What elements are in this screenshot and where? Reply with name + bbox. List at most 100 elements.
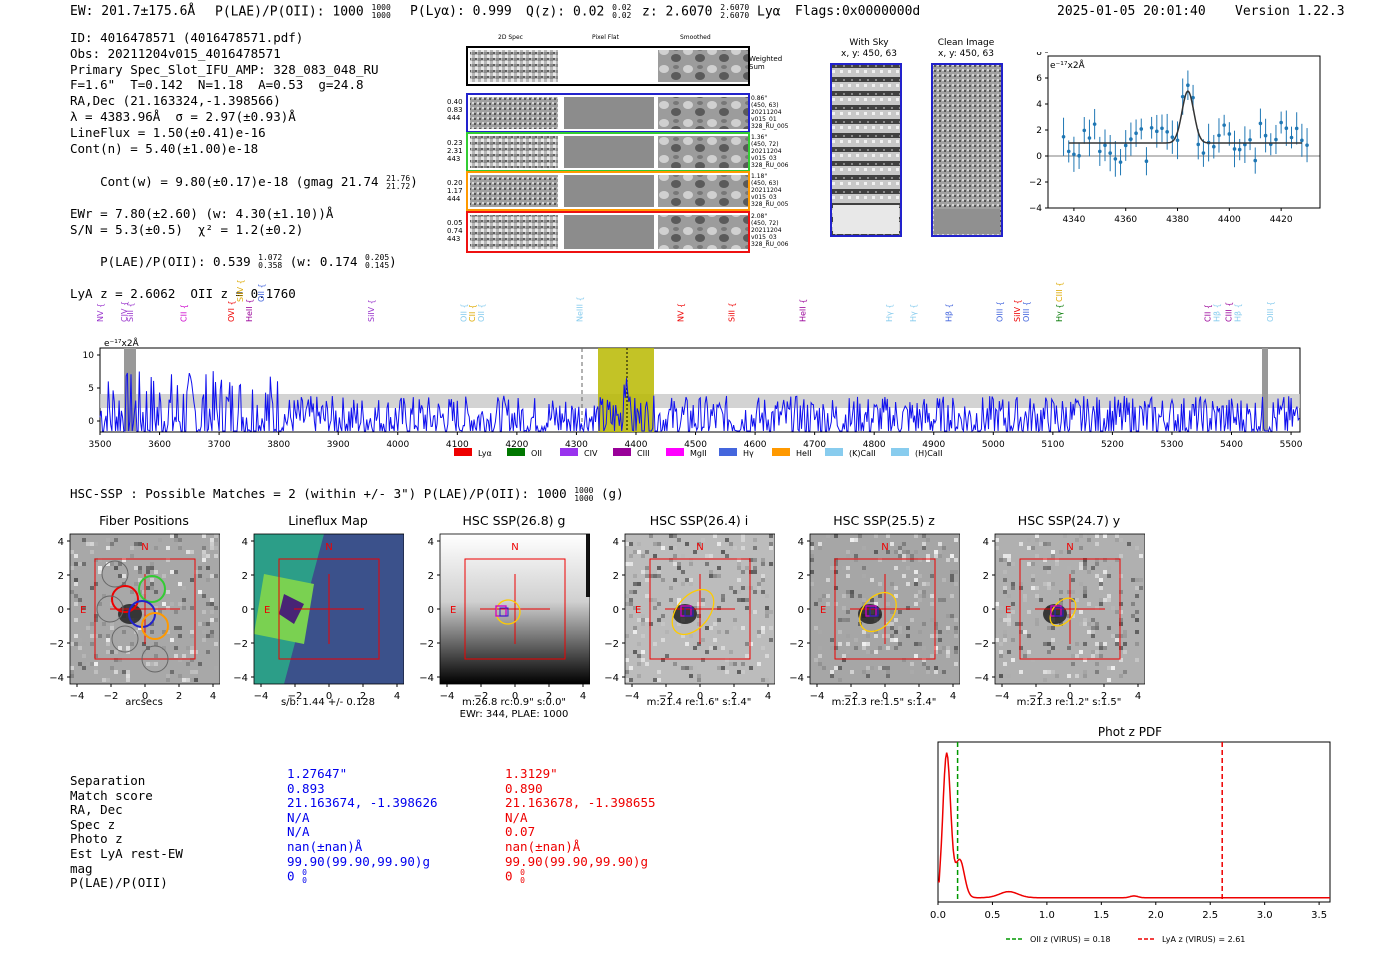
cutout-row-3 xyxy=(466,171,750,211)
spectrum-xtick-label: 3900 xyxy=(327,440,350,450)
hsc-ytick-label: −4 xyxy=(49,673,64,684)
spectrum-xtick-label: 4300 xyxy=(565,440,588,450)
match-labels: Separation Match score RA, Dec Spec z Ph… xyxy=(70,773,183,891)
upper-line-labels: SiIV {OII {CIII { xyxy=(236,279,1064,302)
hsc-xtick-label: −2 xyxy=(288,691,303,700)
hsc-ytick-label: −2 xyxy=(604,639,619,650)
hsc-panel-caption: s/b: 1.44 +/- 0.128 xyxy=(280,697,376,708)
hsc-xtick-label: 4 xyxy=(394,691,400,700)
compass-north: N xyxy=(141,542,148,553)
line-label: NeIII { xyxy=(575,296,584,322)
hsc-panel-image: N E 4 2 0 −2 −4 −4 −2 0 2 4 xyxy=(789,533,960,700)
hsc-panel-caption: m:21.3 re:1.2" s:1.5" xyxy=(1016,697,1122,708)
hsc-xtick-label: 0 xyxy=(142,691,148,700)
hsc-panel-title: Fiber Positions xyxy=(99,513,189,528)
col-pixelflat: Pixel Flat xyxy=(592,34,619,41)
photz-legend: OII z (VIRUS) = 0.18 LyA z (VIRUS) = 2.6… xyxy=(1006,935,1245,944)
full-spectrum: SiIV {OII {CIII { NV {CIV {SiII {CII {OV… xyxy=(83,279,1303,458)
zoom-point xyxy=(1263,133,1268,138)
hsc-ytick-label: −2 xyxy=(789,639,804,650)
spectrum-xtick-label: 4700 xyxy=(803,440,826,450)
hsc-panel-caption: m:21.4 re:1.6" s:1.4" xyxy=(646,697,752,708)
red-specz: N/A xyxy=(505,809,528,825)
photz-legend-lya: LyA z (VIRUS) = 2.61 xyxy=(1162,935,1245,944)
info-radec: RA,Dec (21.163324,-1.398566) xyxy=(70,93,281,109)
hsc-ytick-label: −4 xyxy=(974,673,989,684)
info-fiber-params: F=1.6" T=0.142 N=1.18 A=0.53 g=24.8 xyxy=(70,77,364,93)
legend-label: MgII xyxy=(690,449,707,458)
header-version: Version 1.22.3 xyxy=(1235,4,1345,19)
info-lambda: λ = 4383.96Å σ = 2.97(±0.93)Å xyxy=(70,108,296,124)
zoom-yticks: 8 6 4 2 0 −2 −4 xyxy=(1030,52,1048,214)
spectrum-flux-line xyxy=(99,371,1300,433)
hsc-ytick-label: 2 xyxy=(242,571,248,582)
zoom-point xyxy=(1175,138,1180,143)
photz-title: Phot z PDF xyxy=(1098,725,1162,739)
zoom-point xyxy=(1139,127,1144,131)
hsc-ytick-label: −2 xyxy=(974,639,989,650)
hsc-ytick-label: 0 xyxy=(798,605,804,616)
hsc-ytick-label: 0 xyxy=(428,605,434,616)
zoom-point xyxy=(1098,149,1102,154)
red-separation: 1.3129" xyxy=(505,766,558,781)
legend-label: CIV xyxy=(584,449,598,458)
photz-xtick-label: 2.5 xyxy=(1202,910,1218,921)
hsc-xtick-label: −4 xyxy=(254,691,269,700)
hsc-panel-image: N E 4 2 0 −2 −4 −4 −2 0 2 4 xyxy=(974,533,1145,700)
zoom-point xyxy=(1170,135,1175,139)
compass-north: N xyxy=(511,542,518,553)
blue-specz: N/A xyxy=(287,809,310,825)
spectrum-xtick-label: 3500 xyxy=(89,440,112,450)
photz-xtick-label: 3.0 xyxy=(1257,910,1273,921)
legend-label: (H)CaII xyxy=(915,449,942,458)
fiber-circle xyxy=(111,625,139,653)
hsc-ytick-label: 0 xyxy=(242,605,248,616)
zoom-point xyxy=(1243,142,1247,147)
header-ew: EW: 201.7±175.6Å xyxy=(70,4,196,19)
blue-score: 0.893 xyxy=(287,780,325,796)
zoom-point xyxy=(1180,94,1185,99)
clean-image-title: Clean Image x, y: 450, 63 xyxy=(937,38,995,59)
header-datetime: 2025-01-05 20:01:40 xyxy=(1057,4,1206,19)
clean-image xyxy=(931,63,1003,237)
zoom-ytick-label: −4 xyxy=(1030,204,1042,214)
hsc-xtick-label: −2 xyxy=(474,691,489,700)
match-blue-values: 1.27647" 0.893 21.163674, -1.398626 N/A … xyxy=(287,766,438,886)
spectrum-xtick-label: 4100 xyxy=(446,440,469,450)
spectrum-xtick-label: 5200 xyxy=(1101,440,1124,450)
fiber-circle xyxy=(111,585,139,613)
line-label: Hγ { xyxy=(1055,304,1064,322)
upper-line-label: SiIV { xyxy=(236,279,245,302)
info-plae: P(LAE)/P(OII): 0.539 1.072 0.358 (w: 0.17… xyxy=(100,253,397,271)
hsc-xtick-label: 2 xyxy=(360,691,366,700)
zoom-point xyxy=(1222,123,1226,127)
spectrum-xtick-label: 3800 xyxy=(267,440,290,450)
spectrum-ytick-label: 5 xyxy=(88,384,94,394)
spectrum-legend: Lyα OII CIV CIII MgII Hγ HeII (K)CaII (H)CaII xyxy=(454,448,942,458)
spectrum-xtick-label: 5000 xyxy=(982,440,1005,450)
photz-xtick-label: 2.0 xyxy=(1148,910,1164,921)
line-label: OII { xyxy=(459,303,468,322)
hsc-xtick-label: −2 xyxy=(844,691,859,700)
row1-left: 0.40 0.83 444 xyxy=(447,98,463,122)
match-red-values: 1.3129" 0.890 21.163678, -1.398655 N/A 0… xyxy=(505,766,656,885)
zoom-point xyxy=(1284,126,1289,131)
info-lineflux: LineFlux = 1.50(±0.41)e-16 xyxy=(70,124,266,140)
zoom-xtick-label: 4400 xyxy=(1218,215,1241,225)
hsc-panel-image: N E 4 2 0 −2 −4 −4 −2 0 2 4 xyxy=(604,533,775,700)
zoom-spectrum-plot: e⁻¹⁷x2Å 8 6 4 2 0 −2 −4 4340 4360 4380 4400 4420 xyxy=(1030,52,1321,225)
row4-left: 0.05 0.74 443 xyxy=(447,219,463,243)
row3-left: 0.20 1.17 444 xyxy=(447,179,463,203)
info-ewr: EWr = 7.80(±2.60) (w: 4.30(±1.10))Å xyxy=(70,206,334,222)
spectrum-xtick-label: 3600 xyxy=(148,440,171,450)
hsc-xtick-label: 0 xyxy=(882,691,888,700)
zoom-point xyxy=(1201,151,1206,155)
blue-separation: 1.27647" xyxy=(287,766,348,781)
hsc-xtick-label: 2 xyxy=(176,691,182,700)
fiber-circle xyxy=(141,612,169,640)
hsc-xtick-label: −4 xyxy=(625,691,640,700)
zoom-point xyxy=(1092,122,1097,126)
spectrum-xtick-label: 4500 xyxy=(684,440,707,450)
spectrum-xtick-label: 4000 xyxy=(386,440,409,450)
